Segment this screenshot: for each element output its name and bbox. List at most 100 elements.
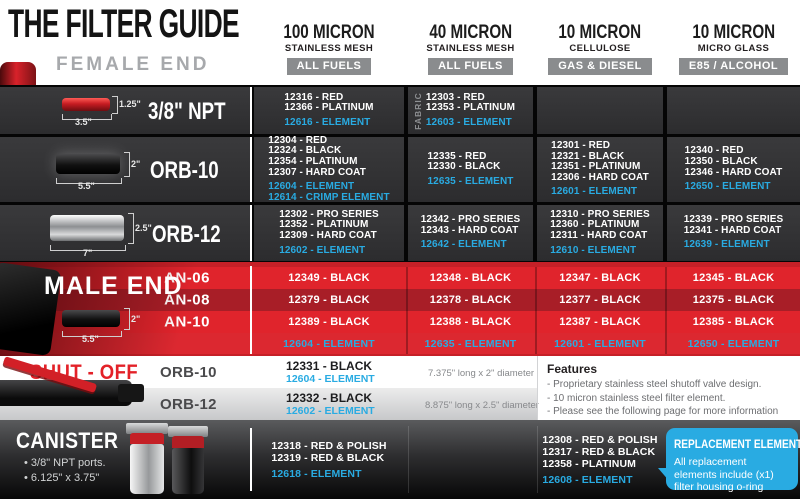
divider [537,426,538,493]
row-label: 3/8" NPT [148,98,226,125]
male-end-section: AN-06 12349 - BLACK 12348 - BLACK 12347 … [0,261,800,357]
part-cell-empty [667,87,800,134]
media-label: STAINLESS MESH [284,43,374,54]
part-cell: 12347 - BLACK [559,272,641,284]
divider [250,137,252,202]
part-cell: 12378 - BLACK [429,294,512,306]
row-label-cell: 2.5" 7" ORB-12 [0,205,250,261]
canister-heading: CANISTER [16,428,119,453]
filter-photo [50,215,124,241]
part-cell: 12345 - BLACK [692,272,775,284]
replacement-elements-title: REPLACEMENT ELEMENTS [674,439,800,451]
part-cell: 12348 - BLACK [429,272,512,284]
dimension-line [56,178,122,184]
replacement-elements-callout: REPLACEMENT ELEMENTS All replacement ele… [658,428,800,493]
media-label: MICRO GLASS [697,43,770,54]
element-numbers: 12603 - ELEMENT [425,116,512,128]
male-end-heading: MALE END [44,272,183,300]
row-label: ORB-12 [152,221,221,248]
part-cell-empty [537,87,663,134]
element-numbers: 12635 - ELEMENT [427,175,514,187]
size-note: 8.875" long x 2.5" diameter [425,400,539,411]
row-label-cell: 2" 5.5" ORB-10 [0,137,250,202]
dimension-height: 1.25" [119,99,141,109]
dimension-width: 5.5" [78,181,95,191]
table-row-npt: 1.25" 3.5" 3/8" NPT 12316 - RED 12366 - … [0,87,800,134]
part-numbers: 12303 - RED 12353 - PLATINUM [425,91,516,114]
features-block: Features - Proprietary stainless steel s… [547,362,792,419]
part-cell: 12389 - BLACK [288,316,370,328]
dimension-height: 2.5" [135,223,152,233]
part-numbers: 12310 - PRO SERIES 12360 - PLATINUM 1231… [550,208,650,241]
row-label: ORB-10 [160,364,217,381]
part-cell: 12349 - BLACK [288,272,370,284]
part-cell: 12316 - RED 12366 - PLATINUM 12616 - ELE… [254,87,404,134]
part-cell: 12387 - BLACK [559,316,641,328]
element-numbers: 12610 - ELEMENT [550,244,637,256]
element-numbers: 12635 - ELEMENT [424,337,517,350]
dimension-line [128,213,134,244]
dimension-line [112,96,118,114]
micron-label: 100 MICRON [283,22,375,43]
media-label: CELLULOSE [569,43,631,54]
canister-cap-photo [172,436,204,448]
element-numbers: 12616 - ELEMENT [284,116,371,128]
canister-cap-photo [130,433,164,444]
male-end-photo-area: MALE END 2" 5.5" [0,261,252,357]
features-list: - Proprietary stainless steel shutoff va… [547,379,779,417]
fuel-badge: GAS & DIESEL [548,58,652,75]
dimension-line [124,308,130,330]
micron-label: 10 MICRON [558,22,642,43]
fuel-badge: ALL FUELS [286,58,372,75]
part-cell: 12308 - RED & POLISH 12317 - RED & BLACK… [537,420,663,499]
part-cell: 12331 - BLACK 12604 - ELEMENT [286,359,375,386]
female-end-table: 1.25" 3.5" 3/8" NPT 12316 - RED 12366 - … [0,85,800,262]
replacement-elements-body: All replacement elements include (x1) fi… [674,456,774,493]
element-numbers: 12601 - ELEMENT [551,186,638,198]
dimension-line [62,331,122,337]
element-numbers: 12618 - ELEMENT [271,467,362,480]
female-end-heading: FEMALE END [56,54,210,75]
filter-photo [56,154,120,174]
table-row-orb12: 2.5" 7" ORB-12 12302 - PRO SERIES 12352 … [0,205,800,261]
part-cell: 12342 - PRO SERIES 12343 - HARD COAT 126… [408,205,533,261]
part-numbers: 12340 - RED 12350 - BLACK 12346 - HARD C… [684,145,783,178]
part-cell: FABRIC 12303 - RED 12353 - PLATINUM 1260… [408,87,533,134]
element-numbers: 12604 - ELEMENT 12614 - CRIMP ELEMENT [268,181,390,203]
fuel-badge: ALL FUELS [428,58,513,75]
part-numbers: 12342 - PRO SERIES 12343 - HARD COAT [420,214,521,236]
divider [406,267,408,354]
part-numbers: 12335 - RED 12330 - BLACK [427,150,501,173]
part-numbers: 12302 - PRO SERIES 12352 - PLATINUM 1230… [279,208,379,241]
divider [408,426,409,493]
part-numbers: 12301 - RED 12321 - BLACK 12351 - PLATIN… [551,140,649,183]
size-note: 7.375" long x 2" diameter [428,368,535,379]
dimension-line [62,114,112,120]
part-cell: 12301 - RED 12321 - BLACK 12351 - PLATIN… [537,137,663,202]
fabric-note: FABRIC [412,91,423,130]
divider [250,428,252,491]
dimension-width: 5.5" [82,334,99,344]
divider [535,267,537,354]
element-numbers: 12639 - ELEMENT [683,239,770,251]
part-cell: 12375 - BLACK [692,294,775,306]
part-cell: 12340 - RED 12350 - BLACK 12346 - HARD C… [667,137,800,202]
header: THE FILTER GUIDE FEMALE END 100 MICRON S… [0,0,800,85]
filter-photo [62,98,110,111]
element-numbers: 12642 - ELEMENT [420,239,507,251]
canister-specs: • 3/8" NPT ports. • 6.125" x 3.75" [24,457,106,484]
page-title: THE FILTER GUIDE [8,2,240,46]
part-cell: 12388 - BLACK [429,316,512,328]
canister-section: CANISTER • 3/8" NPT ports. • 6.125" x 3.… [0,420,800,499]
element-numbers: 12602 - ELEMENT [279,244,366,256]
column-header-40-micron: 40 MICRON STAINLESS MESH ALL FUELS [408,23,533,75]
part-cell: 12304 - RED 12324 - BLACK 12354 - PLATIN… [254,135,404,203]
filter-photo [62,310,120,327]
row-label-cell: 1.25" 3.5" 3/8" NPT [0,87,250,134]
part-cell: 12310 - PRO SERIES 12360 - PLATINUM 1231… [537,205,663,261]
part-number: 12331 - BLACK [286,359,373,373]
divider [537,356,538,420]
column-header-10-micron-cellulose: 10 MICRON CELLULOSE GAS & DIESEL [537,22,663,75]
part-numbers: 12308 - RED & POLISH 12317 - RED & BLACK… [542,433,658,470]
